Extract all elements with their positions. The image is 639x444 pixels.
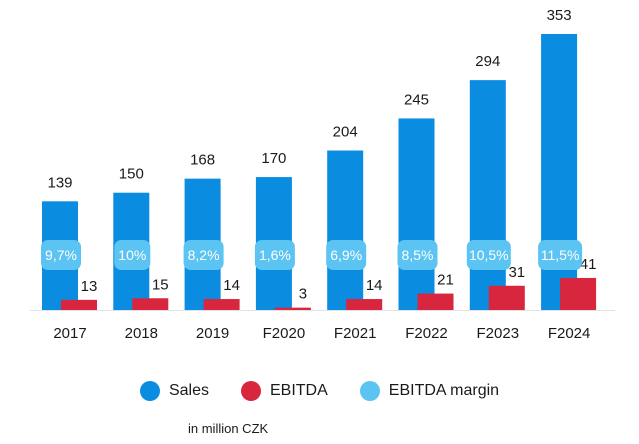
ebitda-bar xyxy=(203,299,240,310)
ebitda-value-label: 14 xyxy=(366,277,383,294)
legend-label-ebitda-margin: EBITDA margin xyxy=(388,382,500,399)
ebitda-margin-label: 9,7% xyxy=(45,247,77,263)
ebitda-bar xyxy=(346,299,383,310)
sales-value-label: 245 xyxy=(404,91,429,108)
sales-value-label: 170 xyxy=(261,150,286,167)
legend: Sales EBITDA EBITDA margin xyxy=(0,381,639,401)
ebitda-margin-label: 6,9% xyxy=(330,247,362,263)
ebitda-value-label: 31 xyxy=(508,264,525,281)
sales-value-label: 168 xyxy=(190,152,215,169)
legend-item-ebitda: EBITDA xyxy=(240,381,328,401)
sales-value-label: 204 xyxy=(333,123,358,140)
ebitda-margin-badge xyxy=(114,240,151,270)
sales-bar xyxy=(398,118,435,310)
x-tick-label: F2020 xyxy=(263,325,306,342)
sales-value-label: 294 xyxy=(475,53,500,70)
x-tick-label: F2024 xyxy=(548,325,591,342)
sales-value-label: 353 xyxy=(547,7,572,24)
ebitda-margin-badge xyxy=(41,240,81,270)
x-tick-label: F2022 xyxy=(405,325,448,342)
legend-swatch-ebitda xyxy=(240,381,261,401)
ebitda-value-label: 3 xyxy=(299,286,307,303)
ebitda-bar xyxy=(132,298,169,310)
ebitda-bar xyxy=(274,307,311,310)
x-tick-label: 2017 xyxy=(53,325,86,342)
x-tick-label: 2019 xyxy=(196,325,229,342)
ebitda-margin-label: 10% xyxy=(118,247,146,263)
ebitda-value-label: 14 xyxy=(223,277,240,294)
sales-bar xyxy=(469,80,506,310)
ebitda-margin-badge xyxy=(183,240,224,270)
unit-note: in million CZK xyxy=(188,421,269,436)
ebitda-margin-badge xyxy=(326,240,367,270)
ebitda-margin-badge xyxy=(254,240,295,270)
legend-item-ebitda-margin: EBITDA margin xyxy=(359,381,500,401)
sales-value-label: 139 xyxy=(47,174,72,191)
sales-value-label: 150 xyxy=(119,166,144,183)
ebitda-margin-label: 1,6% xyxy=(259,247,291,263)
legend-label-sales: Sales xyxy=(168,382,209,399)
ebitda-value-label: 41 xyxy=(580,256,597,273)
ebitda-margin-label: 8,5% xyxy=(402,247,434,263)
ebitda-bar xyxy=(417,293,454,310)
x-tick-label: 2018 xyxy=(125,325,158,342)
ebitda-value-label: 21 xyxy=(437,272,454,289)
x-tick-label: F2021 xyxy=(334,325,377,342)
ebitda-value-label: 13 xyxy=(81,278,98,295)
ebitda-margin-label: 11,5% xyxy=(541,247,580,263)
ebitda-bar xyxy=(488,285,525,310)
ebitda-margin-label: 10,5% xyxy=(469,247,509,263)
ebitda-margin-badge xyxy=(397,240,438,270)
x-tick-label: F2023 xyxy=(477,325,520,342)
ebitda-margin-label: 8,2% xyxy=(188,247,220,263)
legend-swatch-ebitda-margin xyxy=(359,381,380,401)
ebitda-margin-badge xyxy=(538,240,583,270)
legend-label-ebitda: EBITDA xyxy=(269,382,328,399)
legend-swatch-sales xyxy=(139,381,160,401)
plot-area: 139139,7%20171501510%2018168148,2%201917… xyxy=(30,7,615,342)
ebitda-value-label: 15 xyxy=(152,276,169,293)
sales-bar xyxy=(327,150,364,310)
ebitda-bar xyxy=(560,277,597,310)
ebitda-margin-badge xyxy=(466,240,511,270)
ebitda-bar xyxy=(61,299,97,310)
legend-item-sales: Sales xyxy=(139,381,209,401)
